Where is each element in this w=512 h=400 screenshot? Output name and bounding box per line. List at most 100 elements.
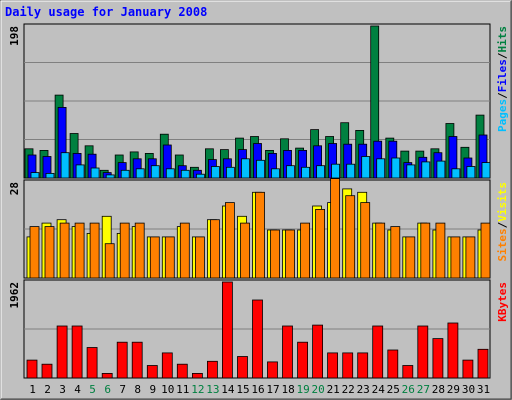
x-tick-label-day-25: 25 [387,383,400,396]
bar-sites-day-29 [450,236,461,279]
bar-sites-day-27 [420,222,431,279]
bar-kbytes-day-22 [342,352,354,379]
bar-kbytes-day-31 [477,348,489,379]
bar-pages-day-31 [481,162,491,179]
x-tick-label-day-28: 28 [432,383,445,396]
bar-sites-day-20 [315,208,326,279]
bar-kbytes-day-11 [176,363,188,379]
bar-kbytes-day-6 [101,372,113,379]
bar-sites-day-25 [390,226,401,279]
x-tick-label-day-1: 1 [29,383,36,396]
bar-pages-day-16 [256,159,265,179]
bar-pages-day-30 [466,166,476,179]
bar-sites-day-17 [270,229,280,279]
bar-sites-day-22 [345,195,356,279]
legend-3: KBytes [496,282,509,322]
bar-pages-day-21 [331,163,341,179]
bar-sites-day-2 [44,226,55,279]
bar-kbytes-day-16 [252,299,263,379]
bar-kbytes-day-21 [327,352,339,379]
bar-pages-day-6 [105,174,115,179]
legend-entry: / [496,52,509,59]
legend-entry: Hits [496,26,509,53]
x-tick-label-day-17: 17 [266,383,279,396]
x-tick-label-day-4: 4 [74,383,81,396]
bar-sites-day-18 [285,229,295,279]
bar-kbytes-day-5 [86,347,98,379]
bar-kbytes-day-27 [417,325,429,379]
bar-sites-day-28 [435,222,446,279]
bar-pages-day-12 [195,173,205,179]
x-tick-label-day-12: 12 [191,383,204,396]
bar-pages-day-25 [391,157,401,179]
x-tick-label-day-7: 7 [119,383,126,396]
y-max-label-1: 198 [8,26,21,46]
y-max-label-2: 28 [8,182,21,195]
bar-kbytes-day-23 [357,352,369,379]
bar-pages-day-23 [361,156,371,179]
legend-2: Sites/Visits [496,182,509,262]
bar-sites-day-5 [89,222,100,279]
bar-pages-day-9 [150,165,160,179]
bar-sites-day-9 [149,236,160,279]
x-tick-label-day-8: 8 [134,383,141,396]
bar-pages-day-14 [225,166,235,179]
bar-pages-day-22 [346,163,356,179]
bar-sites-day-23 [360,202,371,279]
x-tick-label-day-18: 18 [281,383,294,396]
bar-pages-day-2 [45,172,55,179]
x-tick-label-day-22: 22 [342,383,355,396]
bar-kbytes-day-2 [41,363,53,379]
bar-sites-day-21 [330,178,341,279]
bar-kbytes-day-19 [297,341,309,379]
bar-kbytes-day-9 [146,365,158,379]
bar-kbytes-day-3 [56,325,68,379]
x-tick-label-day-10: 10 [161,383,174,396]
bar-kbytes-day-10 [161,352,173,379]
bar-sites-day-13 [209,219,220,279]
x-tick-label-day-13: 13 [206,383,219,396]
bar-pages-day-19 [301,166,311,179]
bar-kbytes-day-29 [447,322,459,379]
bar-sites-day-14 [224,202,235,279]
x-tick-label-day-21: 21 [327,383,340,396]
bar-kbytes-day-24 [372,325,384,379]
bar-pages-day-28 [436,160,446,179]
x-tick-label-day-9: 9 [149,383,156,396]
bar-pages-day-1 [30,172,40,179]
bar-sites-day-6 [104,243,115,279]
x-tick-label-day-11: 11 [176,383,189,396]
bar-sites-day-31 [480,222,491,279]
x-tick-label-day-14: 14 [221,383,235,396]
legend-entry: Pages [496,99,509,132]
x-tick-label-day-20: 20 [311,383,324,396]
x-tick-label-day-5: 5 [89,383,96,396]
x-tick-label-day-24: 24 [372,383,386,396]
bar-pages-day-8 [135,168,145,179]
bar-pages-day-26 [406,164,416,179]
legend-entry: Visits [496,182,509,222]
legend-entry: Sites [496,228,509,261]
y-max-label-3: 1962 [8,282,21,309]
bar-kbytes-day-18 [282,325,293,379]
bar-sites-day-1 [29,226,40,279]
bar-kbytes-day-17 [267,361,278,379]
bar-pages-day-4 [75,164,85,179]
legend-entry: / [496,92,509,99]
x-tick-label-day-2: 2 [44,383,51,396]
bar-sites-day-26 [405,236,416,279]
x-tick-label-day-30: 30 [462,383,475,396]
x-tick-label-day-27: 27 [417,383,430,396]
bar-kbytes-day-15 [237,356,248,379]
bar-sites-day-3 [59,222,70,279]
bar-kbytes-day-25 [387,349,399,379]
bar-pages-day-27 [421,161,431,179]
x-tick-label-day-6: 6 [104,383,111,396]
legend-entry: / [496,221,509,228]
bar-kbytes-day-12 [191,372,203,379]
x-tick-label-day-3: 3 [59,383,66,396]
legend-entry: KBytes [496,282,509,322]
bar-kbytes-day-30 [462,359,474,379]
bar-pages-day-10 [165,168,175,179]
